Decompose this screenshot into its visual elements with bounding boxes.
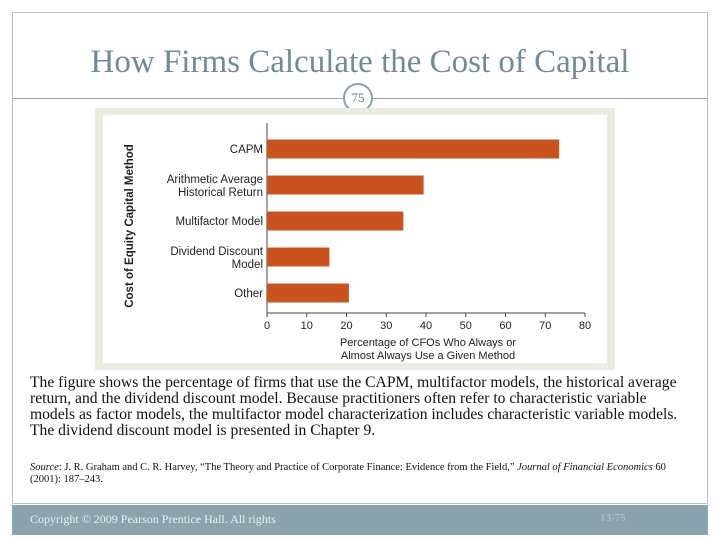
category-label-4: Other: [234, 288, 263, 300]
source-citation: Source: J. R. Graham and C. R. Harvey, “…: [30, 462, 690, 486]
bar-2: [267, 211, 404, 231]
x-tick-label-10: 10: [301, 320, 313, 332]
bar-chart: CAPM Arithmetic Average Historical Return M…: [124, 123, 591, 362]
footer-bar: [12, 505, 708, 535]
category-label-line: Arithmetic Average: [167, 174, 263, 186]
category-label-2: Multifactor Model: [175, 216, 263, 228]
category-label-line: CAPM: [230, 144, 263, 156]
y-axis-label: Cost of Equity Capital Method: [124, 144, 136, 308]
x-tick-label-20: 20: [340, 320, 352, 332]
x-axis-label-line: Percentage of CFOs Who Always or: [340, 337, 516, 349]
category-label-line: Multifactor Model: [175, 216, 263, 228]
slide-number-footer: 13-75: [600, 512, 626, 524]
x-tick-label-30: 30: [380, 320, 392, 332]
category-label-line: Other: [234, 288, 263, 300]
category-label-line: Historical Return: [178, 187, 263, 199]
x-tick-label-50: 50: [460, 320, 472, 332]
category-label-1: Arithmetic Average Historical Return: [167, 174, 263, 199]
copyright-text: Copyright © 2009 Pearson Prentice Hall. …: [30, 512, 276, 526]
x-tick-label-60: 60: [499, 320, 511, 332]
x-tick-label-70: 70: [539, 320, 551, 332]
category-label-line: Dividend Discount: [170, 246, 263, 258]
bar-0: [267, 139, 560, 159]
source-journal: Journal of Financial Economics: [517, 462, 653, 473]
slide-frame: [12, 12, 708, 504]
bar-4: [267, 283, 349, 303]
x-tick-label-0: 0: [264, 320, 270, 332]
slide-title: How Firms Calculate the Cost of Capital: [90, 44, 630, 80]
x-tick-label-40: 40: [420, 320, 432, 332]
category-label-0: CAPM: [230, 144, 263, 156]
category-label-3: Dividend Discount Model: [170, 246, 263, 271]
source-tail: 60 (2001): 187–243.: [30, 462, 666, 485]
bar-3: [267, 247, 330, 267]
bar-1: [267, 175, 424, 195]
x-tick-label-80: 80: [579, 320, 591, 332]
x-axis-label-line: Almost Always Use a Given Method: [341, 350, 515, 362]
source-text: : J. R. Graham and C. R. Harvey, “The Th…: [58, 462, 518, 473]
category-label-line: Model: [232, 259, 263, 271]
description-text: The figure shows the percentage of firms…: [30, 374, 678, 439]
x-axis-label: Percentage of CFOs Who Always or Almost A…: [340, 337, 516, 362]
source-label: Source: [30, 462, 59, 473]
